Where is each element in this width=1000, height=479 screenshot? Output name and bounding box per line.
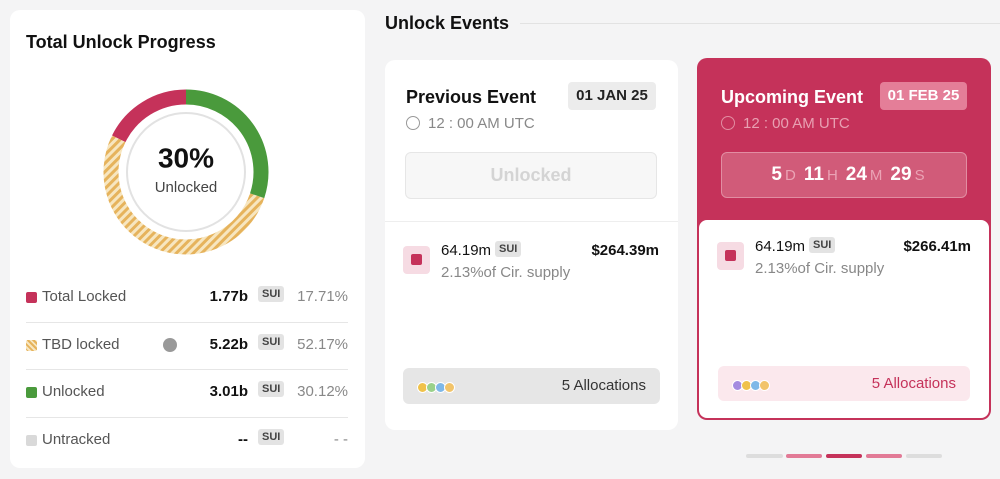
swatch <box>26 339 37 351</box>
event-time: 12 : 00 AM UTC <box>428 115 535 132</box>
unit-badge: SUI <box>258 333 285 350</box>
clock-icon <box>406 116 420 130</box>
row-label: Unlocked <box>42 383 105 400</box>
info-icon <box>163 337 177 352</box>
amount: 64.19m <box>441 242 492 259</box>
countdown-value: 11 <box>803 164 824 185</box>
upcoming-panel: 64.19m SUI $266.41m 2.13%of Cir. supply … <box>699 220 989 418</box>
row-percent: 30.12% <box>297 383 348 400</box>
supply: 2.13%of Cir. supply <box>441 264 571 281</box>
event-title: Upcoming Event <box>721 87 864 107</box>
title-rule <box>520 23 1000 24</box>
page-indicator[interactable] <box>786 454 822 458</box>
donut-segment <box>112 89 187 143</box>
row-label: TBD locked <box>42 335 120 353</box>
row-percent: - - <box>333 430 348 448</box>
row-label: Untracked <box>42 430 111 448</box>
countdown-unit: M <box>869 167 883 184</box>
event-time: 12 : 00 AM UTC <box>743 115 850 132</box>
donut-segment <box>185 89 269 199</box>
row-percent: 17.71% <box>297 288 348 305</box>
row-amount: 3.01b <box>209 383 248 400</box>
donut-segment <box>103 135 265 255</box>
swatch <box>26 387 37 398</box>
countdown-value: 5 <box>771 164 782 185</box>
divider <box>385 221 678 222</box>
row-amount: 5.22b <box>209 335 248 353</box>
amount: 64.19m <box>755 238 806 255</box>
usd: $264.39m <box>591 242 659 259</box>
allocations: 5 Allocations <box>561 377 646 394</box>
page-indicator[interactable] <box>866 454 902 458</box>
unit-badge: SUI <box>258 381 285 397</box>
legend-row: Total Locked 1.77b SUI 17.71% <box>26 274 348 321</box>
clock-icon <box>721 116 735 130</box>
legend-row: TBD locked 5.22b SUI 52.17% <box>26 322 348 369</box>
usd: $266.41m <box>903 238 971 255</box>
previous-card: Previous Event 01 JAN 25 12 : 00 AM UTC … <box>385 60 678 430</box>
countdown-unit: S <box>914 167 925 184</box>
supply: 2.13%of Cir. supply <box>755 260 885 277</box>
allocations-bar[interactable]: 5 Allocations <box>403 368 660 404</box>
events-title: Unlock Events <box>385 13 510 33</box>
row-separator <box>26 416 348 418</box>
swatch <box>26 434 37 446</box>
row-label: Total Locked <box>42 288 127 305</box>
upcoming-card: Upcoming Event 01 FEB 25 12 : 00 AM UTC … <box>697 58 991 420</box>
unit-badge: SUI <box>258 286 285 302</box>
page-indicator[interactable] <box>906 454 942 458</box>
row-amount: -- <box>238 430 248 448</box>
page-indicator[interactable] <box>746 454 783 458</box>
row-amount: 1.77b <box>209 288 248 305</box>
unit-badge: SUI <box>495 241 522 257</box>
allocations-bar[interactable]: 5 Allocations <box>718 366 970 401</box>
progress-card: Total Unlock Progress 30% Unlocked Total… <box>10 10 365 468</box>
countdown: 5 D 11 H 24 M 29 S <box>721 152 967 198</box>
unlocked-button: Unlocked <box>405 152 657 199</box>
row-separator <box>26 321 348 323</box>
swatch <box>26 292 37 303</box>
legend-row: Unlocked 3.01b SUI 30.12% <box>26 369 348 416</box>
token-icon <box>403 246 430 274</box>
token-icon <box>717 242 744 270</box>
event-date: 01 JAN 25 <box>568 82 656 110</box>
unit-badge: SUI <box>258 428 285 445</box>
event-title: Previous Event <box>406 87 537 107</box>
progress-title: Total Unlock Progress <box>26 32 216 52</box>
countdown-value: 24 <box>845 164 867 185</box>
center-value: 30% <box>158 142 214 173</box>
donut: 30% Unlocked <box>103 89 269 255</box>
event-date: 01 FEB 25 <box>880 82 967 110</box>
unit-badge: SUI <box>809 237 836 253</box>
countdown-unit: D <box>785 167 796 184</box>
allocations: 5 Allocations <box>871 375 956 392</box>
inner-ring <box>126 112 246 232</box>
center-label: Unlocked <box>155 179 218 196</box>
countdown-value: 29 <box>890 164 912 185</box>
page-indicator[interactable] <box>826 454 862 458</box>
row-separator <box>26 369 348 370</box>
row-percent: 52.17% <box>297 335 348 353</box>
legend-row: Untracked -- SUI - - <box>26 417 348 464</box>
countdown-unit: H <box>826 167 838 184</box>
